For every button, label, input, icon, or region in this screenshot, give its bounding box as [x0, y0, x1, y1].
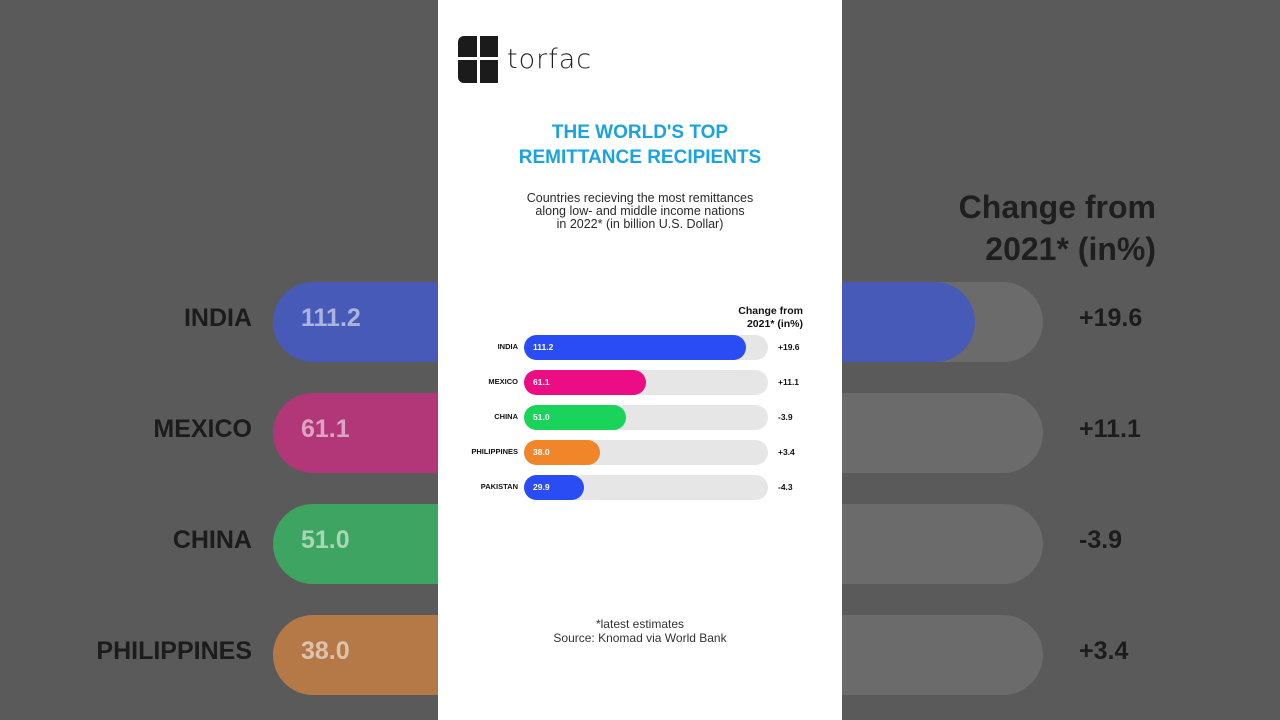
bar-value-label: 51.0: [533, 412, 550, 422]
bar-value-label: 61.1: [533, 377, 550, 387]
chart-subtitle: Countries recieving the most remittances…: [438, 192, 842, 231]
bg-bar-value-label: 51.0: [301, 526, 350, 554]
bar-row: MEXICO 61.1 +11.1: [438, 369, 842, 395]
bar: [524, 440, 600, 465]
brand-logo: torfac: [458, 36, 592, 83]
change-value-label: +3.4: [778, 447, 795, 457]
source-line: Source: Knomad via World Bank: [553, 631, 727, 645]
bg-category-label: MEXICO: [153, 415, 252, 443]
torfac-logo-icon: [458, 36, 498, 83]
bg-category-label: PHILIPPINES: [96, 637, 252, 665]
change-value-label: +11.1: [778, 377, 800, 387]
chart-subtitle-line-2: along low- and middle income nations: [535, 204, 745, 218]
bar-row: INDIA 111.2 +19.6: [438, 334, 842, 360]
chart-subtitle-line-1: Countries recieving the most remittances: [526, 191, 754, 205]
bar: [524, 370, 647, 395]
bar: [524, 335, 747, 360]
bar-value-label: 29.9: [533, 482, 550, 492]
bar-row: CHINA 51.0 -3.9: [438, 404, 842, 430]
change-heading-line-1: Change from: [738, 305, 803, 317]
change-heading-line-2: 2021* (in%): [746, 318, 803, 330]
category-label: PAKISTAN: [480, 482, 518, 491]
bg-change-value-label: -3.9: [1079, 526, 1123, 554]
category-label: MEXICO: [488, 377, 518, 386]
category-label: INDIA: [497, 342, 518, 351]
bar: [524, 475, 584, 500]
bg-change-value-label: +3.4: [1079, 637, 1129, 665]
category-label: PHILIPPINES: [471, 447, 518, 456]
change-value-label: -3.9: [778, 412, 793, 422]
bg-change-value-label: +11.1: [1079, 415, 1141, 443]
change-value-label: +19.6: [778, 342, 800, 352]
brand-name: torfac: [507, 44, 593, 75]
bar-value-label: 38.0: [533, 447, 550, 457]
chart-title-line-2: REMITTANCE RECIPIENTS: [518, 147, 762, 168]
bar-row: PAKISTAN 29.9 -4.3: [438, 474, 842, 500]
infographic-card: torfac THE WORLD'S TOP REMITTANCE RECIPI…: [438, 0, 842, 720]
chart-title: THE WORLD'S TOP REMITTANCE RECIPIENTS: [438, 120, 842, 170]
bg-change-heading-line-2: 2021* (in%): [985, 231, 1156, 267]
footnote-line-1: *latest estimates: [595, 617, 685, 631]
footnote: *latest estimates Source: Knomad via Wor…: [438, 617, 842, 645]
chart-title-line-1: THE WORLD'S TOP: [551, 122, 729, 143]
bg-change-value-label: +19.6: [1079, 304, 1143, 332]
bg-change-heading: Change from 2021* (in%): [959, 186, 1156, 270]
bg-bar-value-label: 38.0: [301, 637, 350, 665]
bar-chart: INDIA 111.2 +19.6 MEXICO 61.1 +11.1 CHINA 51.0 -…: [438, 334, 842, 509]
bg-category-label: CHINA: [172, 526, 252, 554]
bar-value-label: 111.2: [533, 342, 554, 352]
category-label: CHINA: [494, 412, 518, 421]
bg-change-heading-line-1: Change from: [958, 189, 1156, 225]
change-column-heading: Change from 2021* (in%): [718, 305, 803, 331]
bar-row: PHILIPPINES 38.0 +3.4: [438, 439, 842, 465]
change-value-label: -4.3: [778, 482, 793, 492]
bg-bar-value-label: 111.2: [301, 304, 361, 332]
bg-category-label: INDIA: [183, 304, 252, 332]
bg-bar-value-label: 61.1: [301, 415, 350, 443]
chart-subtitle-line-3: in 2022* (in billion U.S. Dollar): [556, 217, 724, 231]
bar: [524, 405, 626, 430]
